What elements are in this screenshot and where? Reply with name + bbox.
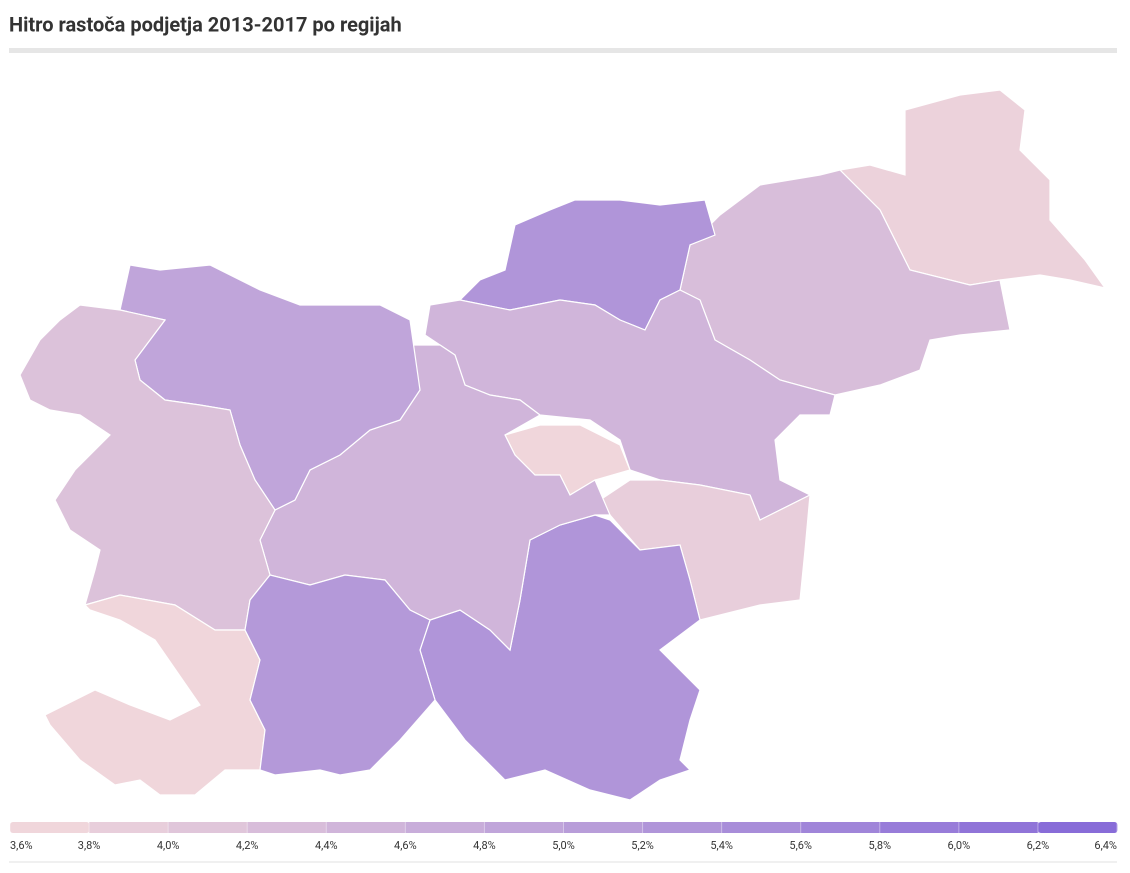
legend-swatch [563, 822, 644, 833]
legend-label: 6,4% [1094, 839, 1117, 852]
legend-swatch [958, 822, 1039, 833]
legend-swatch [642, 822, 723, 833]
legend-label: 5,4% [710, 839, 733, 852]
title-rule [9, 48, 1117, 53]
legend-swatch [1037, 822, 1118, 833]
legend: 3,6% 3,8% 4,0% 4,2% 4,4% 4,6% 4,8% 5,0% 5,2% 5,4%… [9, 822, 1118, 852]
legend-label: 3,6% [10, 839, 33, 852]
chart-title: Hitro rastoča podjetja 2013-2017 po regi… [9, 12, 402, 36]
legend-label: 4,8% [473, 839, 496, 852]
legend-swatch [247, 822, 327, 833]
legend-swatch [800, 822, 881, 833]
legend-label: 5,6% [789, 839, 812, 852]
legend-label: 4,0% [157, 839, 180, 852]
region [244, 574, 436, 776]
legend-label: 6,0% [948, 839, 971, 852]
legend-swatch [405, 822, 485, 833]
legend-label: 5,0% [552, 839, 575, 852]
legend-label: 5,2% [631, 839, 654, 852]
legend-swatch [168, 822, 248, 833]
legend-swatch [484, 822, 564, 833]
legend-swatch [721, 822, 802, 833]
legend-swatch [326, 822, 406, 833]
legend-label: 3,8% [78, 839, 101, 852]
legend-swatch [89, 822, 169, 833]
legend-label: 4,6% [394, 839, 417, 852]
legend-label: 6,2% [1027, 839, 1050, 852]
legend-label: 5,8% [868, 839, 891, 852]
legend-label: 4,2% [236, 839, 259, 852]
legend-swatch [879, 822, 960, 833]
legend-label: 4,4% [315, 839, 338, 852]
legend-swatch [10, 822, 90, 833]
map [19, 89, 1107, 801]
